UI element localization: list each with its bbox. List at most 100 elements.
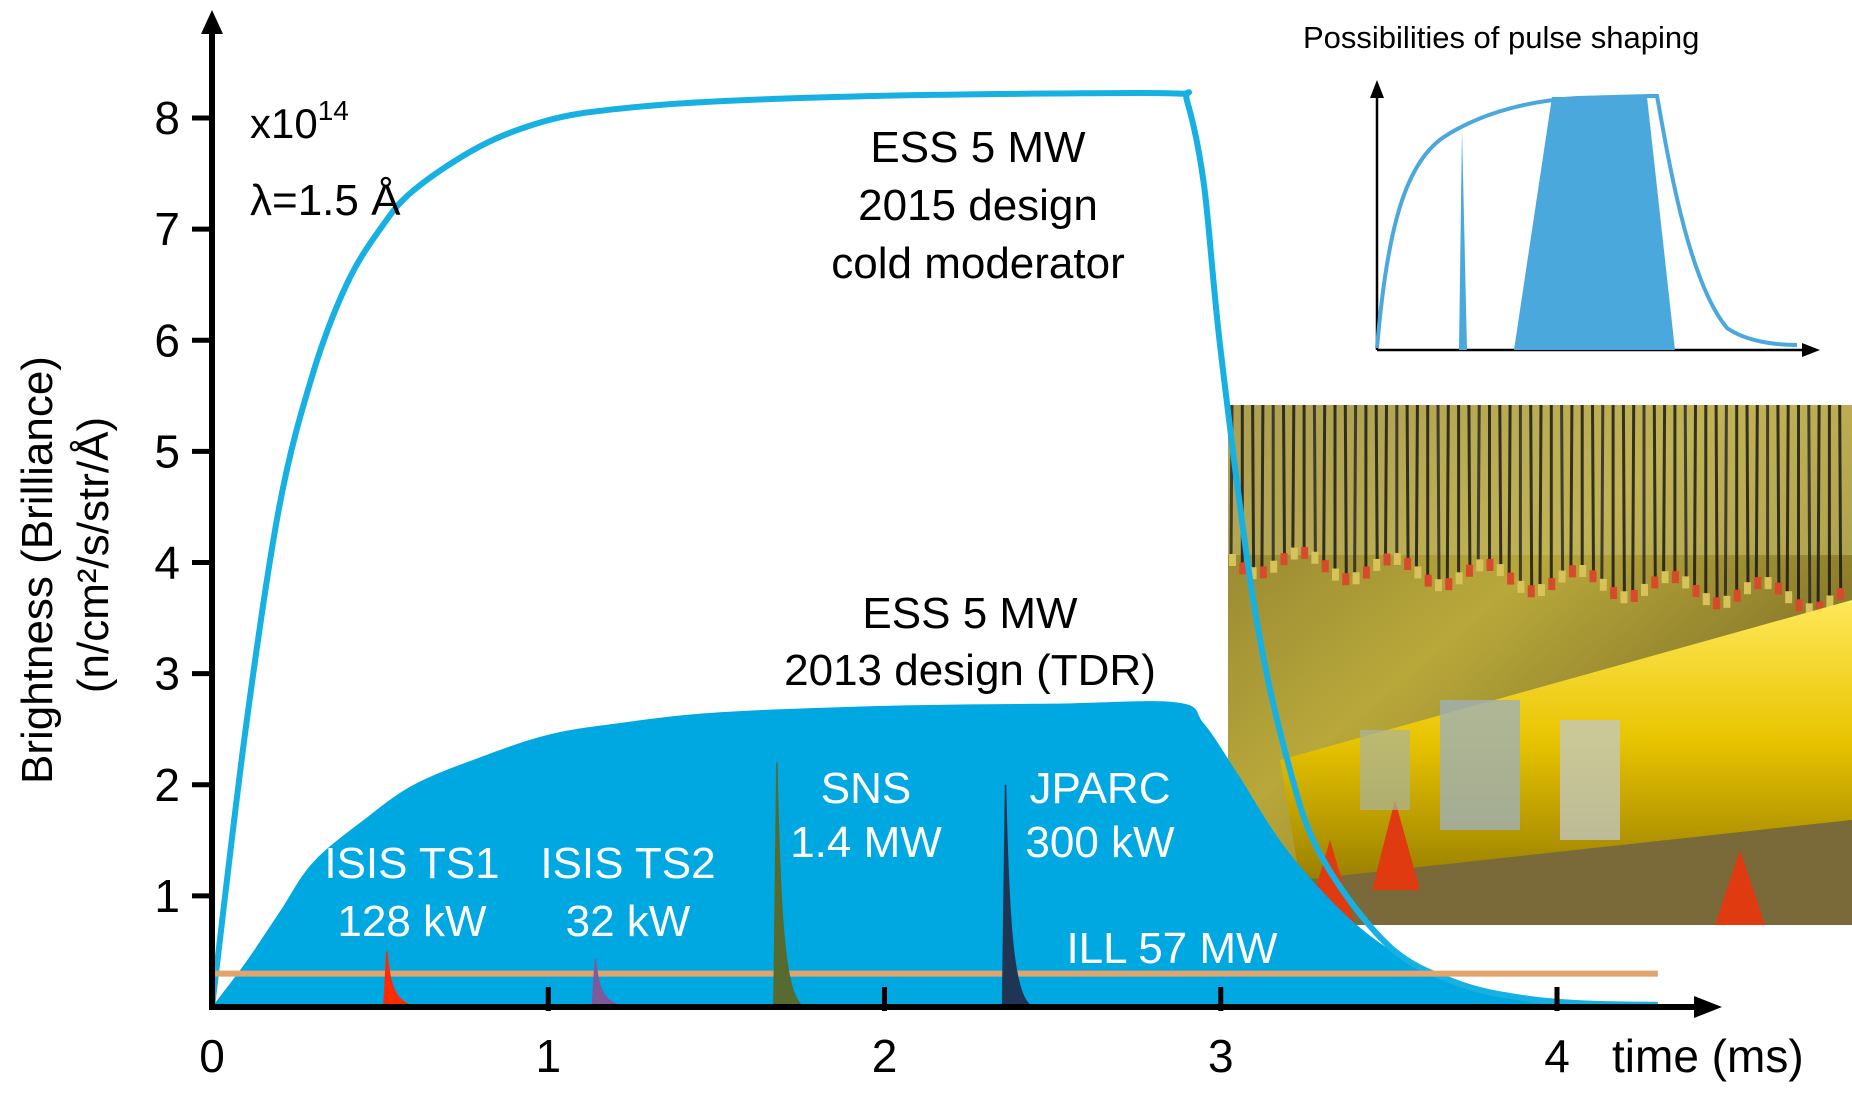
photo-connector xyxy=(1589,570,1597,583)
photo-connector xyxy=(1517,580,1525,593)
y-tick-label: 8 xyxy=(154,92,180,144)
photo-cable xyxy=(1507,404,1512,579)
photo-cable xyxy=(1631,404,1636,596)
label-jparc-line: JPARC xyxy=(1030,764,1171,813)
photo-cable xyxy=(1529,404,1534,592)
y-tick-label: 5 xyxy=(154,425,180,477)
y-tick-label: 2 xyxy=(154,759,180,811)
inset-wide-slice xyxy=(1514,97,1675,350)
photo-cable xyxy=(1467,404,1472,571)
x-tick-label: 2 xyxy=(872,1030,898,1082)
photo-connector xyxy=(1342,573,1350,586)
photo-connector xyxy=(1455,572,1463,585)
y-multiplier-exponent: 14 xyxy=(318,95,349,126)
photo-cable xyxy=(1683,404,1688,583)
photo-connector xyxy=(1620,591,1628,604)
photo-connector xyxy=(1301,546,1309,559)
photo-connector xyxy=(1249,567,1257,580)
label-isis-ts2-line: 32 kW xyxy=(566,897,691,946)
photo-cable xyxy=(1621,404,1626,598)
inset-y-arrowhead xyxy=(1370,80,1384,98)
photo-cable xyxy=(1785,404,1790,598)
photo-connector xyxy=(1836,588,1844,601)
y-axis-label-line1: Brightness (Brilliance) xyxy=(13,356,62,784)
photo-connector xyxy=(1661,571,1669,584)
photo-connector xyxy=(1816,601,1824,614)
label-ess-2015-line: 2015 design xyxy=(858,181,1098,230)
accelerator-photo xyxy=(1228,404,1852,925)
photo-cable xyxy=(1374,404,1379,565)
photo-connector xyxy=(1311,551,1319,564)
label-isis-ts1-line: ISIS TS1 xyxy=(324,839,499,888)
photo-cable xyxy=(1591,404,1595,577)
photo-connector xyxy=(1435,579,1442,592)
label-ess-2013-line: ESS 5 MW xyxy=(862,589,1078,638)
photo-connector xyxy=(1641,583,1648,596)
photo-connector xyxy=(1744,582,1751,595)
y-tick-label: 7 xyxy=(154,203,180,255)
photo-cable xyxy=(1745,404,1750,589)
photo-connector xyxy=(1362,566,1370,579)
photo-cable xyxy=(1384,404,1388,560)
label-jparc-line: 300 kW xyxy=(1025,818,1175,867)
series-line-ess-2015 xyxy=(209,89,1658,1008)
photo-cable xyxy=(1652,404,1657,583)
photo-cable xyxy=(1322,404,1327,567)
photo-connector xyxy=(1383,553,1391,566)
photo-connector xyxy=(1599,578,1607,591)
photo-connector xyxy=(1713,597,1721,610)
photo-connector xyxy=(1733,589,1741,602)
photo-cable xyxy=(1343,404,1348,580)
label-sns-line: 1.4 MW xyxy=(790,818,942,867)
photo-connector xyxy=(1723,595,1731,608)
photo-cable xyxy=(1498,404,1503,571)
photo-cable xyxy=(1816,404,1821,608)
photo-cable xyxy=(1754,404,1759,584)
inset-narrow-slice xyxy=(1459,130,1467,350)
spike-jparc xyxy=(1001,784,1034,1008)
photo-connector xyxy=(1651,576,1659,589)
photo-connector xyxy=(1393,552,1401,565)
wavelength-label: λ=1.5 Å xyxy=(250,176,401,225)
photo-cable xyxy=(1414,404,1419,573)
photo-connector xyxy=(1229,554,1236,566)
photo-connector xyxy=(1579,565,1587,578)
x-tick-label: 3 xyxy=(1208,1030,1234,1082)
photo-connector xyxy=(1764,577,1772,590)
photo-connector xyxy=(1352,572,1360,585)
label-ill-line: ILL 57 MW xyxy=(1066,924,1278,973)
photo-connector xyxy=(1486,558,1494,571)
label-sns-line: SNS xyxy=(821,764,911,813)
inset-slice-edge xyxy=(1649,99,1669,201)
photo-connector xyxy=(1754,577,1762,590)
label-isis-ts2-line: ISIS TS2 xyxy=(540,839,715,888)
photo-connector xyxy=(1795,599,1803,612)
series-area-ess-2013 xyxy=(212,701,1658,1007)
label-ess-2015-line: ESS 5 MW xyxy=(870,123,1086,172)
x-axis-arrowhead xyxy=(1694,996,1722,1018)
photo-cable xyxy=(1282,404,1286,560)
photo-connector xyxy=(1785,591,1793,604)
photo-connector xyxy=(1270,560,1278,573)
y-tick-label: 3 xyxy=(154,648,180,700)
photo-connector xyxy=(1290,547,1298,560)
photo-connector xyxy=(1476,559,1484,572)
photo-cable xyxy=(1436,404,1441,586)
photo-connector xyxy=(1507,572,1515,585)
photo-cable xyxy=(1353,404,1358,579)
photo-connector xyxy=(1414,566,1422,579)
photo-connector xyxy=(1527,585,1535,598)
label-isis-ts1-line: 128 kW xyxy=(337,897,487,946)
photo-cable xyxy=(1714,404,1719,604)
photo-cable xyxy=(1723,404,1728,602)
photo-connector xyxy=(1465,564,1473,577)
photo-connector xyxy=(1610,586,1618,599)
photo-connector xyxy=(1702,593,1710,606)
inset-x-arrowhead xyxy=(1802,343,1820,357)
photo-cable xyxy=(1560,404,1565,577)
y-tick-label: 1 xyxy=(154,870,180,922)
y-axis-label-line2: (n/cm²/s/str/Å) xyxy=(69,417,118,693)
photo-cable xyxy=(1693,404,1697,592)
y-multiplier: x1014 xyxy=(250,95,349,147)
